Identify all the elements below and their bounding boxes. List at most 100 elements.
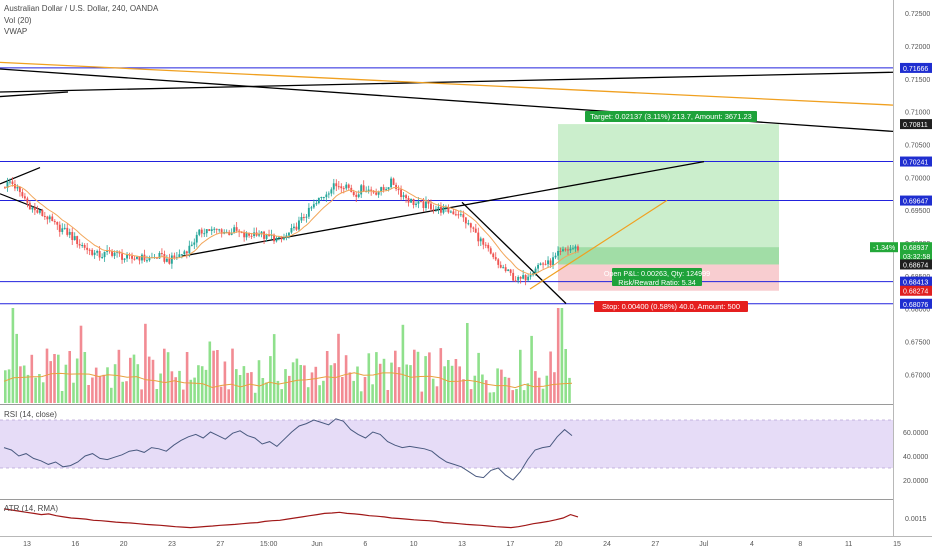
volume-bar xyxy=(34,377,37,403)
candle xyxy=(307,207,310,217)
candle xyxy=(514,280,517,282)
candle xyxy=(549,260,552,266)
volume-bar xyxy=(269,356,272,403)
candle xyxy=(547,260,549,265)
candle xyxy=(574,246,577,249)
candle xyxy=(288,232,290,236)
time-tick-label: 8 xyxy=(798,541,802,548)
price-label-box xyxy=(900,298,932,309)
volume-bar xyxy=(155,389,159,403)
volume-bar xyxy=(405,364,408,403)
candle xyxy=(48,216,51,220)
volume-bar xyxy=(556,308,560,403)
time-tick-label: 27 xyxy=(651,541,659,548)
candle xyxy=(454,214,457,216)
candle xyxy=(504,267,507,271)
candle xyxy=(245,233,248,238)
candle xyxy=(265,234,268,239)
volume-bar xyxy=(519,349,522,403)
candle xyxy=(397,189,400,191)
open-pnl-annotation: Open P&L: 0.00263, Qty: 124999 xyxy=(604,269,710,278)
candle xyxy=(489,248,492,254)
candle xyxy=(322,197,325,198)
volume-legend[interactable]: Vol (20) xyxy=(4,16,32,25)
candle xyxy=(46,216,49,220)
volume-bar xyxy=(83,352,87,403)
time-tick-label: 13 xyxy=(23,541,31,548)
volume-bar xyxy=(424,356,427,403)
candle xyxy=(464,217,467,224)
volume-bar xyxy=(337,333,340,403)
trend-line xyxy=(0,166,41,185)
volume-bar xyxy=(121,381,124,403)
volume-bar xyxy=(348,372,352,403)
volume-bar xyxy=(208,341,212,403)
candle xyxy=(91,249,94,255)
candle xyxy=(332,183,335,190)
candle xyxy=(103,251,106,258)
candle xyxy=(263,231,265,239)
vwap-line xyxy=(4,184,579,275)
candle xyxy=(188,245,191,254)
volume-bar xyxy=(439,348,443,403)
candle xyxy=(425,201,427,208)
atr-legend[interactable]: ATR (14, RMA) xyxy=(4,504,59,513)
volume-bar xyxy=(397,367,401,403)
price-tick-label: 0.69500 xyxy=(905,208,930,215)
candle xyxy=(41,210,44,216)
candle xyxy=(512,272,515,281)
candle xyxy=(178,254,181,258)
volume-bar xyxy=(409,365,412,403)
candle xyxy=(168,258,171,264)
candle xyxy=(76,236,79,244)
volume-bar xyxy=(306,387,310,403)
volume-bar xyxy=(443,366,446,403)
candle xyxy=(33,207,36,211)
volume-bar xyxy=(371,384,374,403)
candle xyxy=(96,251,99,253)
change-badge-box xyxy=(870,242,898,253)
volume-bar xyxy=(182,389,185,403)
candle xyxy=(61,228,64,232)
candle xyxy=(16,187,19,189)
candle xyxy=(71,232,74,240)
volume-bar xyxy=(329,365,333,403)
volume-bar xyxy=(140,389,143,403)
candle xyxy=(435,208,437,210)
time-tick-label: 23 xyxy=(168,541,176,548)
change-badge: -1.34% xyxy=(873,245,895,252)
price-label: 03:32:58 xyxy=(903,254,930,261)
time-tick-label: 4 xyxy=(750,541,754,548)
price-label-box xyxy=(900,250,932,261)
candle xyxy=(472,227,475,229)
price-tick-label: 0.67500 xyxy=(905,340,930,347)
candle xyxy=(248,233,250,236)
candle xyxy=(352,192,355,195)
candle xyxy=(387,187,390,190)
volume-bar xyxy=(19,366,22,403)
volume-bar xyxy=(333,363,336,403)
candle xyxy=(572,248,574,250)
time-tick-label: 20 xyxy=(555,541,563,548)
candle xyxy=(484,244,487,246)
vwap-legend[interactable]: VWAP xyxy=(4,27,28,36)
candle xyxy=(444,207,447,209)
candle xyxy=(552,257,554,265)
candle xyxy=(205,229,208,234)
symbol-legend[interactable]: Australian Dollar / U.S. Dollar, 240, OA… xyxy=(4,4,159,13)
time-tick-label: 15 xyxy=(893,541,901,548)
candle xyxy=(170,255,173,264)
candle xyxy=(412,199,415,205)
candle xyxy=(81,245,84,246)
candle xyxy=(522,275,525,279)
volume-bar xyxy=(341,377,344,403)
volume-bar xyxy=(30,354,34,403)
rsi-legend[interactable]: RSI (14, close) xyxy=(4,410,57,419)
candle xyxy=(11,181,14,184)
volume-bar xyxy=(469,389,473,403)
volume-bar xyxy=(174,377,177,403)
volume-bar xyxy=(511,390,514,403)
volume-bar xyxy=(212,350,215,403)
open-pnl-annotation: Risk/Reward Ratio: 5.34 xyxy=(618,278,696,287)
